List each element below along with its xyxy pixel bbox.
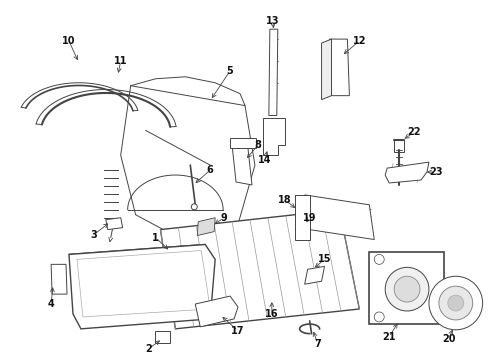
Text: 14: 14 (258, 155, 271, 165)
Text: 7: 7 (314, 339, 320, 349)
FancyBboxPatch shape (265, 137, 273, 145)
Circle shape (393, 276, 419, 302)
Polygon shape (160, 210, 359, 329)
Text: 9: 9 (220, 213, 227, 223)
Text: 19: 19 (302, 213, 316, 223)
Polygon shape (121, 86, 254, 249)
Text: 20: 20 (441, 334, 455, 344)
FancyBboxPatch shape (154, 331, 170, 343)
Polygon shape (263, 118, 284, 155)
Polygon shape (329, 39, 349, 96)
Polygon shape (321, 39, 331, 100)
Polygon shape (195, 296, 238, 327)
Text: 15: 15 (317, 255, 330, 264)
FancyBboxPatch shape (368, 252, 443, 324)
FancyBboxPatch shape (333, 49, 343, 59)
Text: 5: 5 (226, 66, 233, 76)
Text: 8: 8 (254, 140, 261, 150)
Text: 21: 21 (382, 332, 395, 342)
Text: 4: 4 (48, 299, 54, 309)
Circle shape (385, 267, 428, 311)
Circle shape (373, 312, 384, 322)
Text: 12: 12 (352, 36, 366, 46)
Polygon shape (51, 264, 67, 294)
Text: 1: 1 (152, 233, 159, 243)
Circle shape (373, 255, 384, 264)
Text: 23: 23 (428, 167, 442, 177)
Circle shape (191, 204, 197, 210)
FancyBboxPatch shape (393, 140, 403, 152)
Circle shape (428, 276, 482, 330)
Circle shape (447, 295, 463, 311)
Text: 6: 6 (206, 165, 213, 175)
Text: 11: 11 (114, 56, 127, 66)
Text: 10: 10 (62, 36, 76, 46)
Polygon shape (232, 145, 251, 185)
Text: 17: 17 (231, 326, 244, 336)
Text: 13: 13 (265, 16, 279, 26)
Polygon shape (294, 195, 309, 239)
Text: 18: 18 (277, 195, 291, 205)
Polygon shape (385, 162, 428, 183)
FancyBboxPatch shape (265, 122, 273, 130)
Polygon shape (304, 266, 324, 284)
Text: 2: 2 (145, 344, 152, 354)
Circle shape (438, 286, 472, 320)
Text: 22: 22 (407, 127, 420, 138)
Text: 16: 16 (264, 309, 278, 319)
Polygon shape (69, 244, 215, 329)
Polygon shape (197, 218, 215, 235)
Polygon shape (268, 29, 277, 116)
Text: 3: 3 (90, 230, 97, 239)
Polygon shape (105, 218, 122, 230)
Polygon shape (304, 195, 373, 239)
Polygon shape (230, 138, 255, 148)
FancyBboxPatch shape (333, 69, 343, 79)
